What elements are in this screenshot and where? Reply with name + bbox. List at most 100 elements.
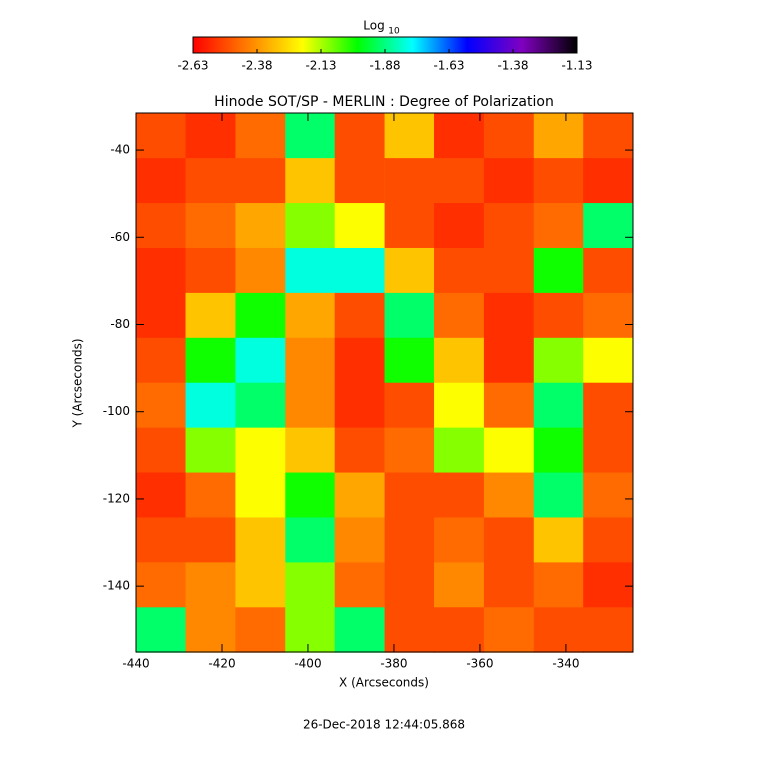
heatmap-cell [185, 158, 236, 204]
heatmap-cell [483, 247, 535, 294]
heatmap-cell [235, 427, 286, 474]
colorbar-tick-label: -1.88 [369, 59, 400, 73]
heatmap-cell [533, 203, 584, 249]
y-tick-label: -40 [110, 143, 130, 157]
heatmap-cell [334, 517, 385, 563]
heatmap-cell [334, 382, 385, 429]
heatmap-cell [334, 203, 385, 249]
x-tick-label: -400 [294, 657, 321, 671]
heatmap-cell [235, 562, 286, 608]
heatmap-cell [235, 203, 286, 249]
colorbar-tick-label: -2.63 [177, 59, 208, 73]
heatmap-cell [334, 472, 385, 518]
heatmap-cell [533, 113, 584, 159]
heatmap-cell [384, 472, 435, 518]
heatmap-cell [384, 562, 435, 608]
heatmap-cell [434, 337, 485, 384]
heatmap-cell [185, 203, 236, 249]
heatmap-cell [136, 382, 187, 429]
heatmap-cell [285, 337, 336, 384]
heatmap-cell [136, 472, 187, 518]
heatmap-cell [533, 472, 584, 518]
heatmap-cell [285, 382, 336, 429]
heatmap-cell [533, 337, 584, 384]
heatmap-cell [434, 203, 485, 249]
heatmap-cell [334, 337, 385, 384]
heatmap-cell [533, 607, 584, 653]
heatmap-cell [285, 472, 336, 518]
heatmap-cell [185, 472, 236, 518]
heatmap-cell [136, 427, 187, 474]
heatmap-cell [434, 562, 485, 608]
heatmap-cell [136, 247, 187, 294]
heatmap-cell [583, 472, 634, 518]
heatmap-cell [583, 292, 634, 339]
colorbar-tick-label: -1.13 [561, 59, 592, 73]
heatmap-cell [334, 292, 385, 339]
heatmap-cell [136, 517, 187, 563]
heatmap-cell [583, 607, 634, 653]
colorbar-tick-label: -1.63 [433, 59, 464, 73]
x-tick-label: -420 [208, 657, 235, 671]
heatmap-cell [334, 113, 385, 159]
heatmap-cell [285, 427, 336, 474]
heatmap-cell [483, 562, 535, 608]
heatmap-cell [434, 472, 485, 518]
heatmap-cell [434, 247, 485, 294]
heatmap-cell [334, 607, 385, 653]
heatmap-cell [483, 472, 535, 518]
heatmap-cell [136, 292, 187, 339]
colorbar-label: Log [363, 19, 384, 33]
timestamp: 26-Dec-2018 12:44:05.868 [303, 718, 465, 732]
x-tick-label: -380 [380, 657, 407, 671]
heatmap-cell [136, 113, 187, 159]
x-tick-label: -360 [466, 657, 493, 671]
heatmap-cell [285, 203, 336, 249]
heatmap-cell [483, 517, 535, 563]
heatmap-cell [434, 158, 485, 204]
heatmap-cell [384, 113, 435, 159]
colorbar-tick-label: -2.13 [305, 59, 336, 73]
y-tick-label: -60 [110, 230, 130, 244]
heatmap-cell [583, 562, 634, 608]
heatmap-cell [185, 427, 236, 474]
plot-frame [135, 112, 634, 653]
x-tick-label: -440 [122, 657, 149, 671]
x-axis-label: X (Arcseconds) [339, 676, 429, 690]
heatmap-cell [185, 562, 236, 608]
heatmap-cell [136, 562, 187, 608]
heatmap-cell [483, 203, 535, 249]
heatmap-cell [533, 517, 584, 563]
heatmap-cell [285, 158, 336, 204]
heatmap-cell [185, 337, 236, 384]
heatmap-cell [583, 247, 634, 294]
heatmap-cell [434, 427, 485, 474]
y-tick-label: -100 [103, 404, 130, 418]
heatmap-cell [136, 158, 187, 204]
heatmap-cell [384, 517, 435, 563]
heatmap-cell [185, 607, 236, 653]
heatmap-cell [483, 292, 535, 339]
x-tick-label: -340 [552, 657, 579, 671]
heatmap-cell [334, 562, 385, 608]
heatmap-cell [583, 382, 634, 429]
heatmap-cell [483, 607, 535, 653]
heatmap-cell [483, 158, 535, 204]
y-tick-label: -140 [103, 579, 130, 593]
heatmap-cell [583, 203, 634, 249]
heatmap-cell [334, 247, 385, 294]
heatmap-cell [434, 517, 485, 563]
heatmap-cell [384, 203, 435, 249]
heatmap-cell [483, 427, 535, 474]
heatmap-cell [285, 517, 336, 563]
heatmap-cell [483, 113, 535, 159]
heatmap-cell [583, 427, 634, 474]
heatmap-cell [384, 427, 435, 474]
heatmap-cell [235, 382, 286, 429]
heatmap-cell [583, 158, 634, 204]
heatmap-cell [483, 337, 535, 384]
heatmap-cell [136, 607, 187, 653]
heatmap-cell [285, 562, 336, 608]
y-tick-label: -120 [103, 491, 130, 505]
